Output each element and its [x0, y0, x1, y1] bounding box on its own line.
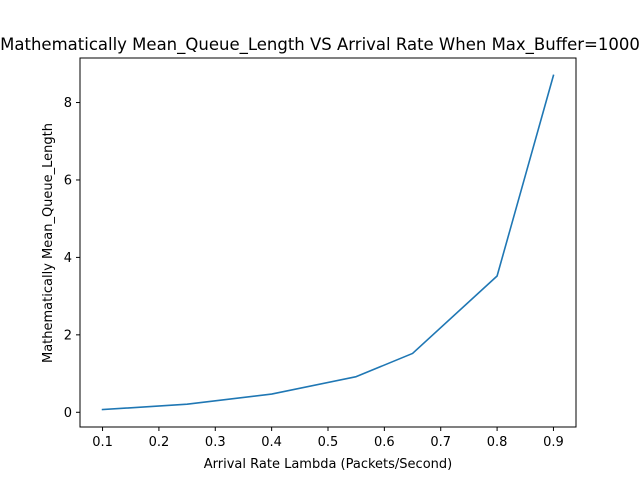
x-tick-label: 0.5 — [318, 435, 339, 450]
x-tick-label: 0.3 — [205, 435, 226, 450]
plot-area: 0.1 0.2 0.3 0.4 0.5 0.6 0.7 0.8 0.9 0 2 4 6 8 — [64, 57, 577, 450]
x-tick-label: 0.6 — [374, 435, 395, 450]
x-tick-label: 0.7 — [430, 435, 451, 450]
y-tick-label: 4 — [64, 251, 72, 266]
y-tick-label: 0 — [64, 406, 72, 421]
y-tick-label: 2 — [64, 328, 72, 343]
x-tick-label: 0.9 — [543, 435, 564, 450]
x-tick-label: 0.2 — [149, 435, 170, 450]
y-axis-label: Mathematically Mean_Queue_Length — [41, 123, 56, 363]
y-tick-label: 6 — [64, 173, 72, 188]
axes-frame — [79, 57, 577, 428]
chart-title: Mathematically Mean_Queue_Length VS Arri… — [0, 35, 640, 55]
x-tick-label: 0.8 — [487, 435, 508, 450]
y-tick-label: 8 — [64, 96, 72, 111]
series-line-0 — [101, 74, 555, 411]
x-axis-label: Arrival Rate Lambda (Packets/Second) — [204, 457, 452, 472]
x-tick-label: 0.4 — [261, 435, 282, 450]
x-tick-label: 0.1 — [92, 435, 113, 450]
